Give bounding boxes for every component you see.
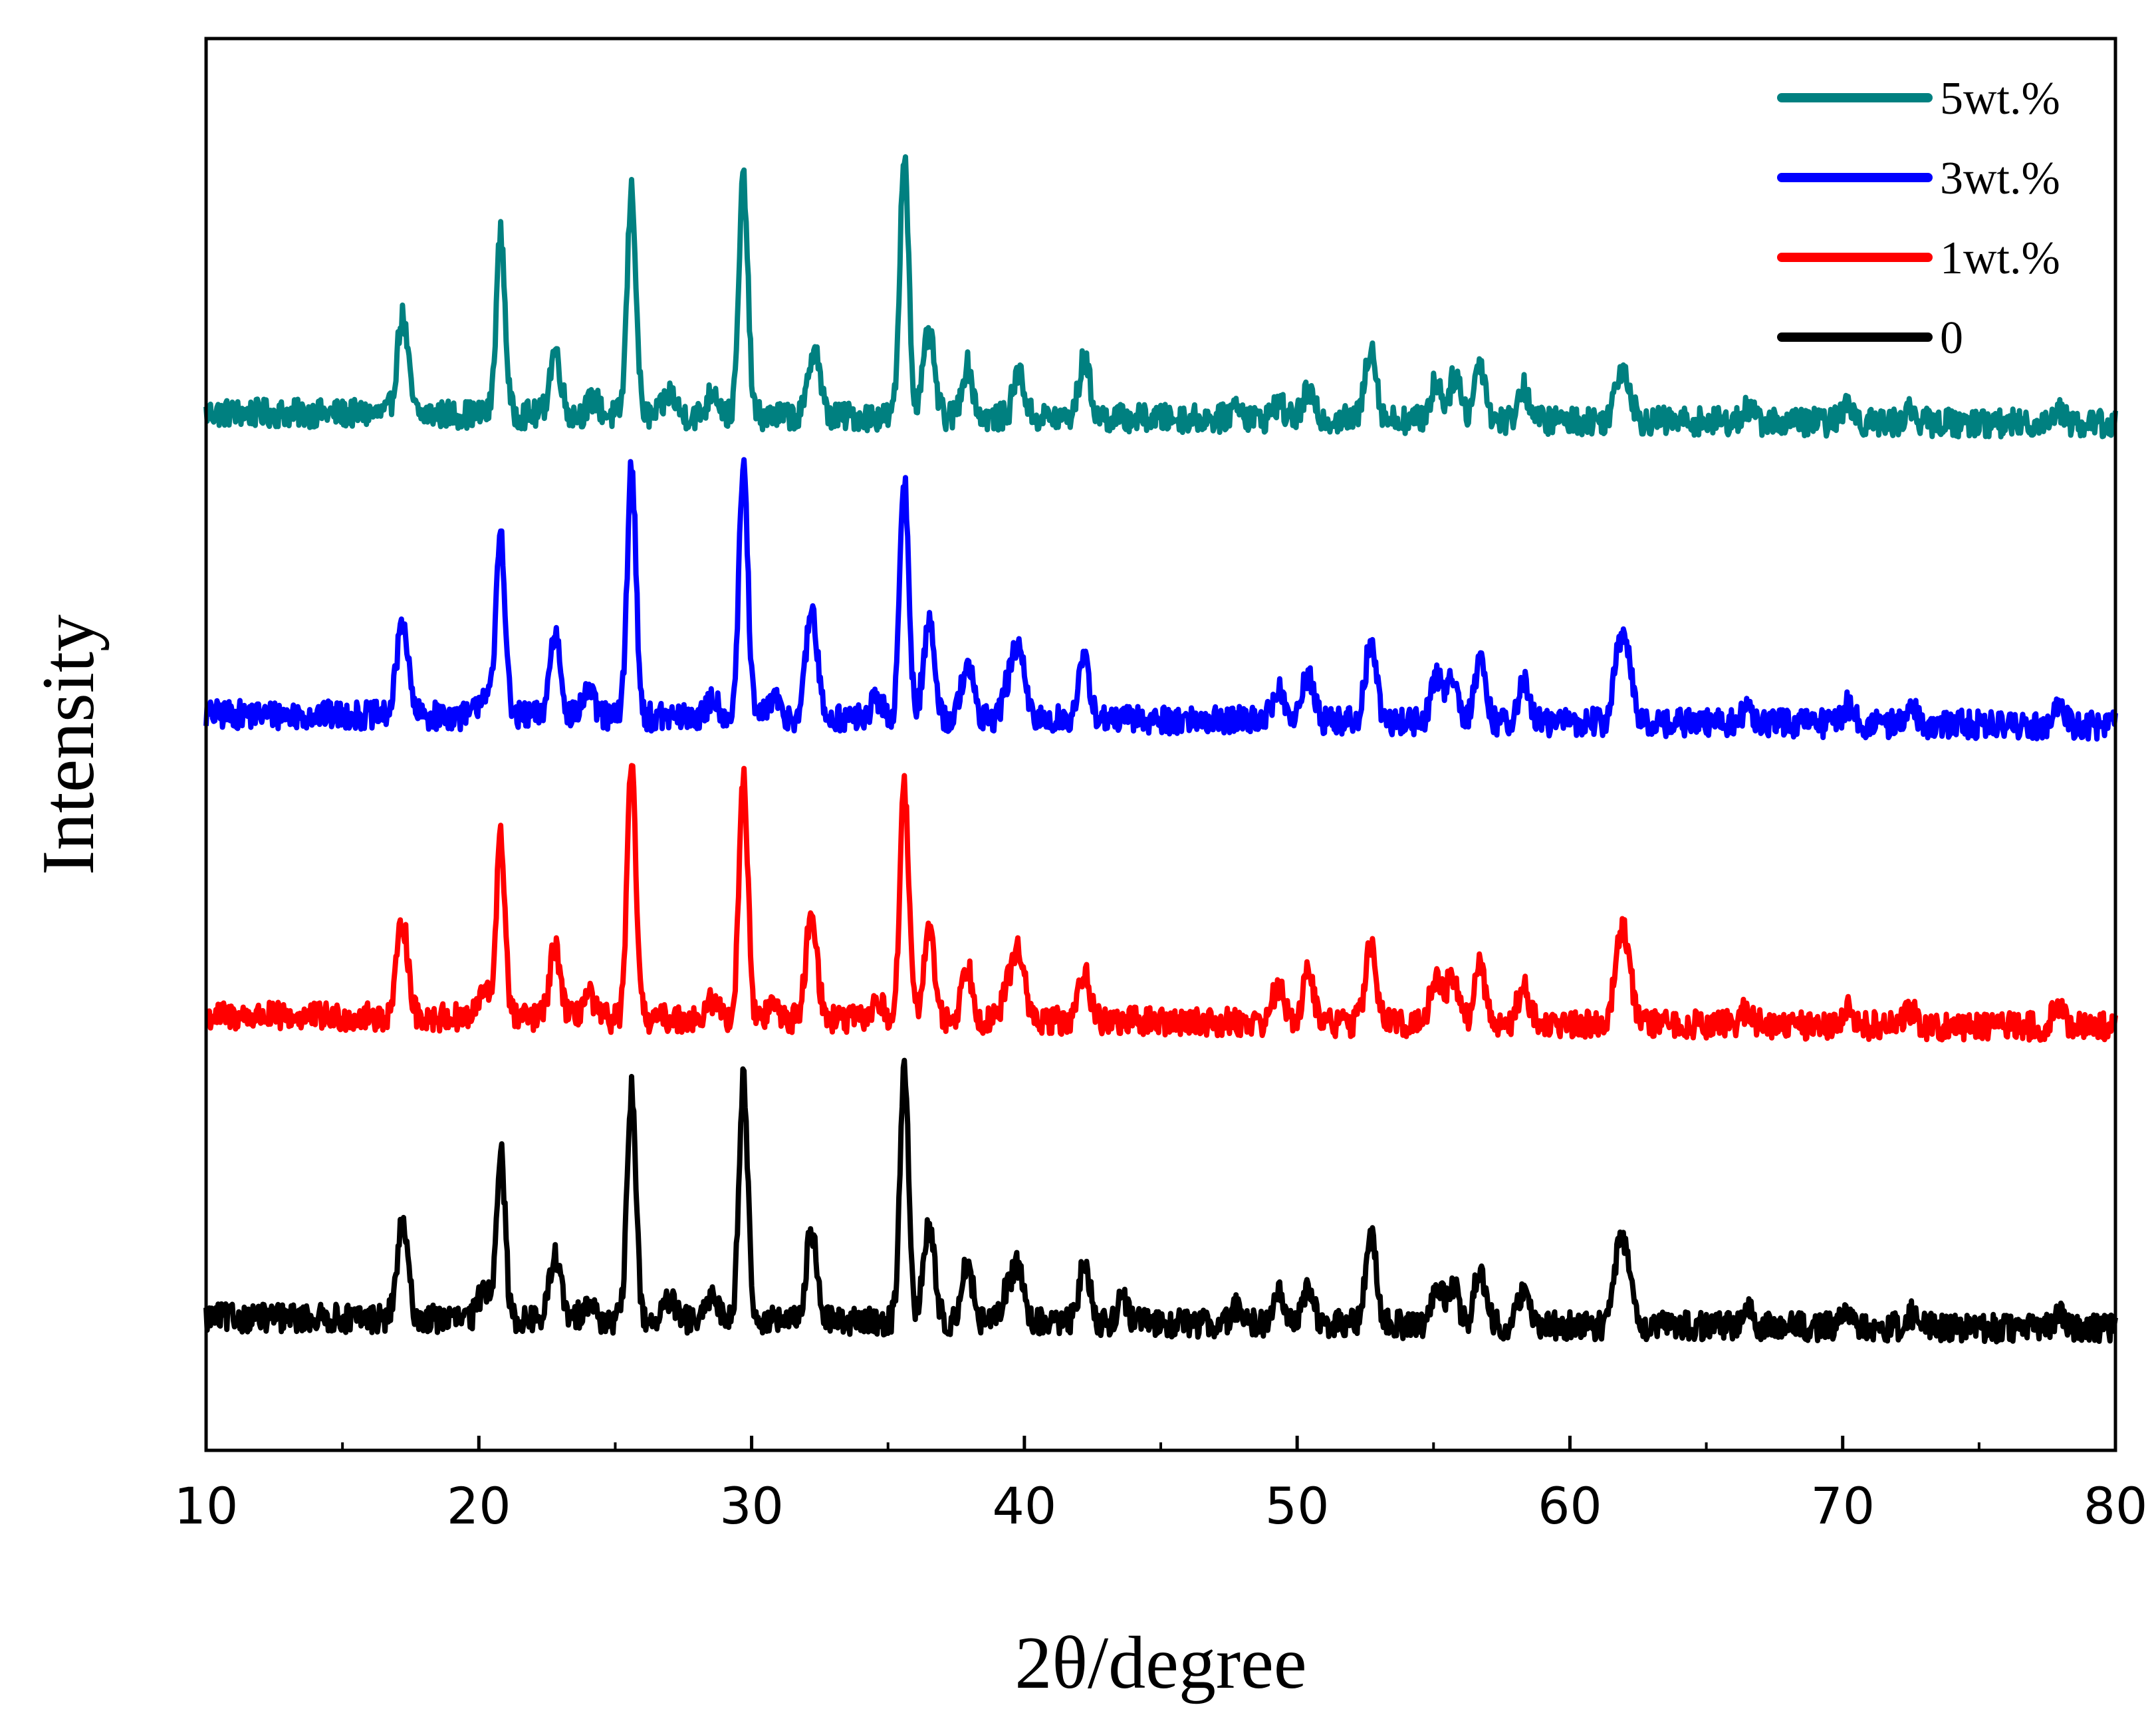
x-tick-label: 40 bbox=[992, 1476, 1056, 1535]
legend: 5wt.% 3wt.% 1wt.% 0 bbox=[1777, 73, 2060, 364]
plot-frame bbox=[204, 37, 2117, 1452]
series-line-2 bbox=[203, 457, 2118, 742]
legend-label: 1wt.% bbox=[1940, 233, 2060, 284]
series-line-4 bbox=[203, 1057, 2118, 1345]
legend-label: 5wt.% bbox=[1940, 73, 2060, 124]
x-tick-label: 10 bbox=[174, 1476, 239, 1535]
legend-label: 0 bbox=[1940, 313, 1963, 364]
y-axis-title: Intensity bbox=[27, 614, 110, 875]
x-tick-label: 30 bbox=[719, 1476, 784, 1535]
x-tick-label: 80 bbox=[2084, 1476, 2148, 1535]
x-axis-ticks: 10 20 30 40 50 60 70 80 bbox=[174, 1436, 2148, 1535]
x-tick-label: 60 bbox=[1538, 1476, 1602, 1535]
x-axis-title: 2θ/degree bbox=[1015, 1622, 1306, 1704]
series-layer bbox=[203, 154, 2118, 1345]
series-line-3 bbox=[204, 763, 2118, 1043]
legend-label: 3wt.% bbox=[1940, 153, 2060, 204]
x-tick-label: 50 bbox=[1265, 1476, 1330, 1535]
series-line-1 bbox=[203, 154, 2118, 440]
x-tick-label: 20 bbox=[447, 1476, 511, 1535]
x-tick-label: 70 bbox=[1810, 1476, 1875, 1535]
